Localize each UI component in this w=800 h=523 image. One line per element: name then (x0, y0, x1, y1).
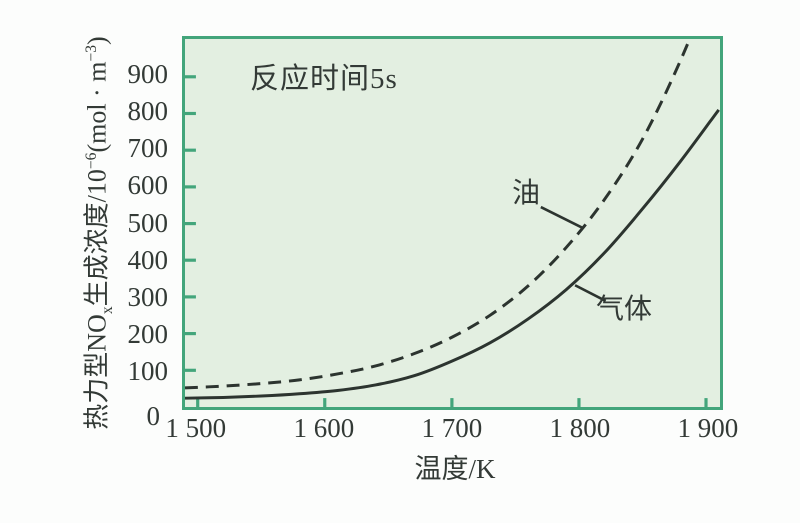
y-axis-title-text-4: ) (82, 36, 112, 45)
y-tick-label: 300 (127, 281, 169, 312)
x-axis-title: 温度/K (414, 454, 496, 484)
y-axis-title-superscript-2: −3 (83, 44, 100, 62)
x-tick-label: 1 600 (293, 413, 355, 443)
origin-tick-label: 0 (146, 401, 161, 431)
curve-oil (185, 39, 692, 390)
curve-gas (185, 108, 720, 400)
y-axis-title-superscript-1: −6 (83, 152, 100, 170)
x-tick-label: 1 900 (677, 413, 739, 443)
leader-line (540, 205, 584, 230)
x-tick-label: 1 800 (549, 413, 611, 443)
oil-series-label: 油 (512, 178, 541, 209)
y-tick-label: 200 (127, 318, 169, 349)
x-tick-label: 1 500 (165, 413, 227, 443)
y-tick-label: 800 (127, 96, 169, 127)
gas-series-label: 气体 (596, 294, 653, 325)
y-tick-label: 100 (127, 355, 169, 386)
y-tick-label: 500 (127, 207, 169, 238)
plot-area (182, 36, 723, 410)
y-tick-label: 400 (127, 244, 169, 275)
y-tick-label: 900 (127, 59, 169, 90)
reaction-time-annotation: 反应时间5s (250, 63, 398, 95)
x-tick-label: 1 700 (421, 413, 483, 443)
plot-canvas (185, 39, 720, 407)
y-tick-label: 600 (127, 170, 169, 201)
y-tick-label: 700 (127, 133, 169, 164)
leader-line (574, 284, 607, 303)
